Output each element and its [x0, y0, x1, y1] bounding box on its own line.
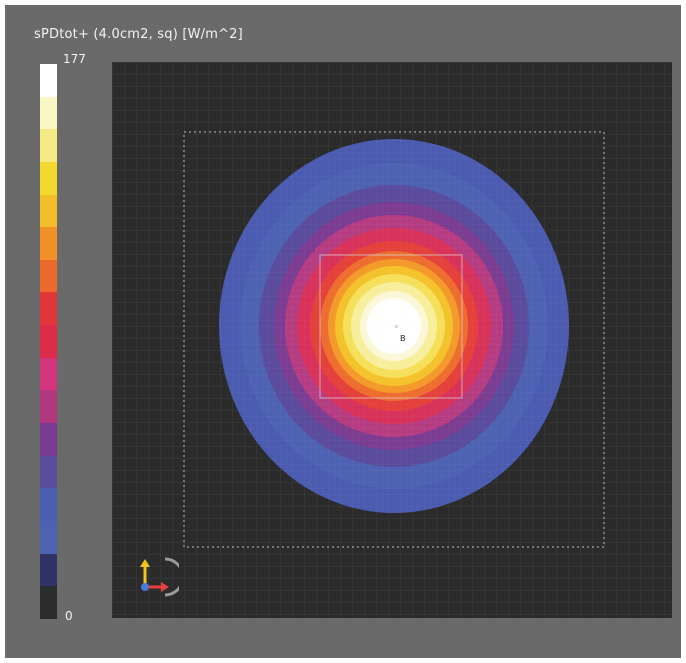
colorbar-max-label: 177: [63, 52, 86, 66]
colorbar-band: [40, 64, 57, 97]
colorbar-band: [40, 194, 57, 228]
field-plot-canvas[interactable]: B: [112, 62, 672, 618]
colorbar-band: [40, 357, 57, 391]
rotation-arc: [164, 557, 179, 597]
axis-orientation-icon[interactable]: [135, 555, 179, 599]
colorbar-band: [40, 129, 57, 162]
colorbar-band: [40, 488, 57, 521]
x-axis-arrowhead: [161, 582, 169, 592]
screenshot-frame: sPDtot+ (4.0cm2, sq) [W/m^2] 177 0: [5, 5, 681, 658]
colorbar-min-label: 0: [65, 609, 73, 623]
peak-marker: [395, 325, 398, 328]
colorbar-band: [40, 161, 57, 195]
colorbar-band: [40, 227, 57, 260]
averaging-square: [319, 254, 463, 399]
colorbar-title: sPDtot+ (4.0cm2, sq) [W/m^2]: [34, 27, 243, 42]
evaluation-area-outline: [183, 131, 605, 548]
contour-rings: [219, 139, 569, 513]
field-plot: B: [112, 62, 672, 618]
y-axis-arrowhead: [140, 559, 150, 567]
contour-grid-overlay: [219, 139, 569, 513]
colorbar-band: [40, 423, 57, 456]
colorbar-band: [40, 455, 57, 489]
colorbar-band: [40, 553, 57, 587]
colorbar-band: [40, 259, 57, 293]
peak-marker-label: B: [400, 334, 406, 343]
z-axis-dot: [141, 583, 149, 591]
colorbar-band: [40, 520, 57, 554]
colorbar: [40, 64, 57, 619]
colorbar-band: [40, 292, 57, 326]
colorbar-band: [40, 586, 57, 619]
colorbar-band: [40, 325, 57, 358]
colorbar-band: [40, 96, 57, 130]
colorbar-band: [40, 390, 57, 424]
